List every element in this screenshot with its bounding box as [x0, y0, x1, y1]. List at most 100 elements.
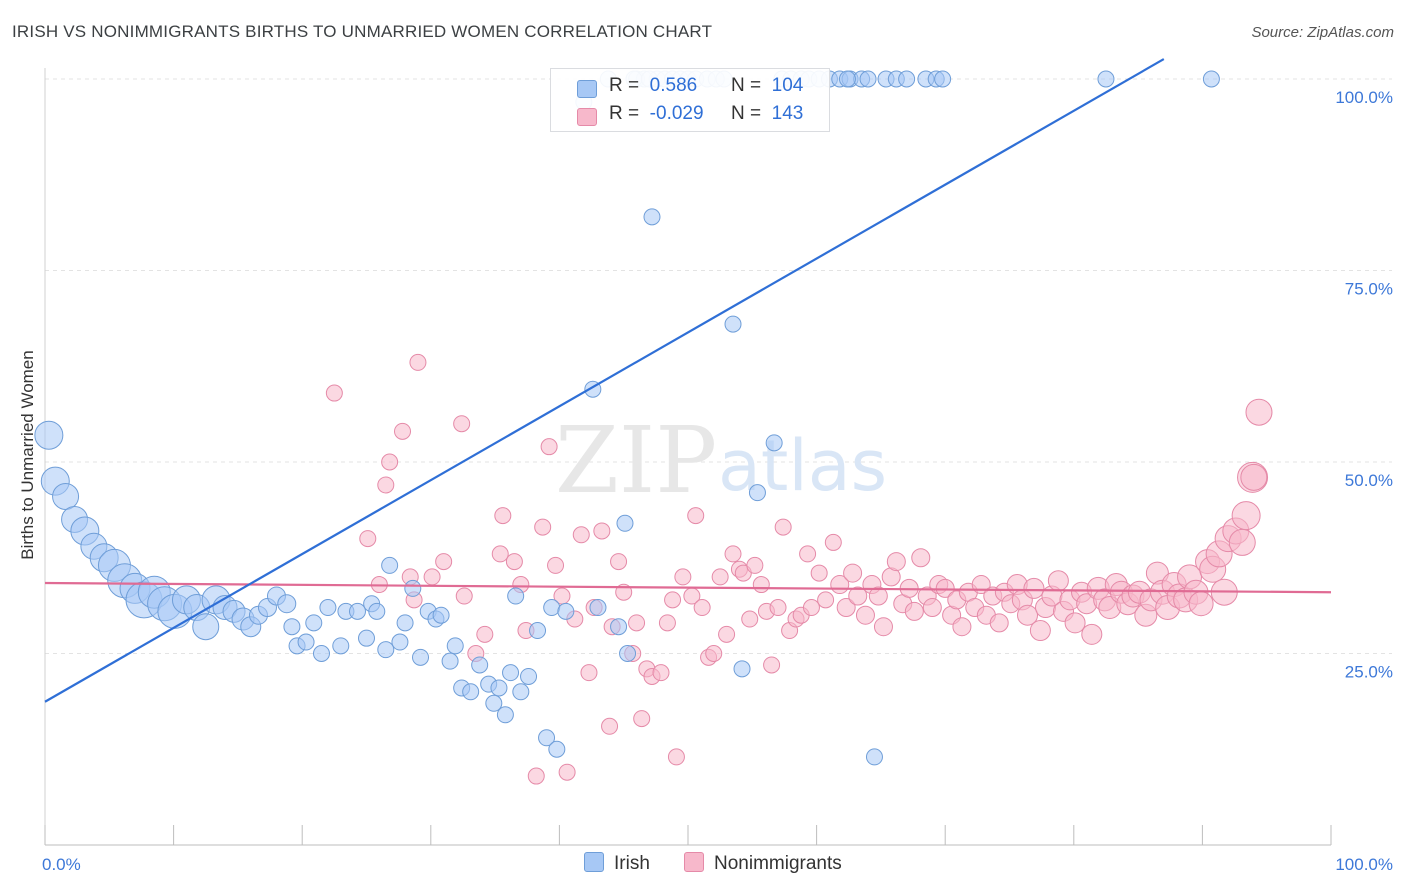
irish-point — [502, 664, 520, 682]
irish-point — [485, 694, 503, 712]
nonimmigrants-point — [718, 625, 736, 643]
irish-point — [765, 434, 783, 452]
nonimmigrants-point — [664, 591, 682, 609]
axis-layer — [44, 68, 1332, 846]
nonimmigrants-point — [628, 614, 646, 632]
nonimmigrants-point — [1228, 528, 1256, 556]
series-legend-label-irish: Irish — [614, 853, 650, 874]
nonimmigrants-points — [325, 353, 1273, 785]
nonimmigrants-point — [810, 564, 828, 582]
nonimmigrants-point — [836, 598, 856, 618]
irish-point — [490, 679, 508, 697]
trend-lines — [44, 58, 1332, 703]
nonimmigrants-point — [1081, 623, 1103, 645]
irish-point — [838, 70, 856, 88]
nonimmigrants-point — [774, 518, 792, 536]
irish-point — [462, 683, 480, 701]
nonimmigrants-point — [1240, 463, 1268, 491]
chart-title: IRISH VS NONIMMIGRANTS BIRTHS TO UNMARRI… — [12, 22, 713, 41]
y-axis-label: Births to Unmarried Women — [18, 350, 37, 559]
nonimmigrants-point — [325, 384, 343, 402]
irish-point — [368, 602, 386, 620]
nonimmigrants-point — [633, 710, 651, 728]
irish-point — [610, 618, 628, 636]
nonimmigrants-point — [491, 545, 509, 563]
nonimmigrants-point — [746, 556, 764, 574]
irish-point — [934, 70, 952, 88]
legend-irish-r-label: R = — [609, 75, 640, 96]
irish-point — [1097, 70, 1115, 88]
nonimmigrants-point — [476, 625, 494, 643]
nonimmigrants-point — [505, 553, 523, 571]
irish-point — [348, 602, 366, 620]
nonimmigrants-point — [1231, 501, 1261, 531]
nonimmigrants-point — [824, 533, 842, 551]
nonimmigrants-point — [886, 552, 906, 572]
nonimmigrants-point — [409, 353, 427, 371]
nonimmigrants-point — [922, 598, 942, 618]
irish-point — [297, 633, 315, 651]
nonimmigrants-point — [693, 599, 711, 617]
nonimmigrants-point — [534, 518, 552, 536]
irish-point — [1202, 70, 1220, 88]
irish-point — [898, 70, 916, 88]
nonimmigrants-point — [580, 664, 598, 682]
legend-swatch-nonimm — [577, 108, 597, 126]
irish-point — [548, 740, 566, 758]
irish-point — [432, 606, 450, 624]
irish-point — [192, 613, 220, 641]
irish-point — [52, 482, 80, 510]
y-tick-label: 75.0% — [1345, 280, 1393, 299]
irish-point — [412, 648, 430, 666]
nonimmigrants-point — [601, 717, 619, 735]
nonimmigrants-point — [1245, 398, 1273, 426]
nonimmigrants-point — [667, 748, 685, 766]
legend-irish-n-label: N = — [731, 75, 762, 96]
nonimmigrants-point — [855, 605, 875, 625]
nonimmigrants-point — [547, 556, 565, 574]
legend-swatch-irish — [577, 80, 597, 98]
irish-point — [512, 683, 530, 701]
irish-point — [277, 594, 297, 614]
irish-point — [507, 587, 525, 605]
irish-point — [319, 599, 337, 617]
irish-point — [859, 70, 877, 88]
chart-source: Source: ZipAtlas.com — [1251, 24, 1394, 41]
legend-nonimm-n-value: 143 — [771, 103, 804, 124]
irish-point — [396, 614, 414, 632]
nonimmigrants-point — [1029, 620, 1051, 642]
nonimmigrants-point — [381, 453, 399, 471]
nonimmigrants-point — [435, 553, 453, 571]
nonimmigrants-point — [1047, 570, 1069, 592]
nonimmigrants-point — [989, 613, 1009, 633]
series-legend: Irish Nonimmigrants — [0, 852, 1406, 878]
irish-point — [391, 633, 409, 651]
irish-point — [381, 556, 399, 574]
irish-point — [619, 645, 637, 662]
legend-nonimm-r-label: R = — [609, 103, 640, 124]
legend-nonimm-n-label: N = — [731, 103, 762, 124]
nonimmigrants-point — [752, 576, 770, 594]
nonimmigrants-point — [769, 599, 787, 617]
irish-point — [446, 637, 464, 655]
watermark-atlas: atlas — [718, 425, 887, 507]
nonimmigrants-point — [494, 507, 512, 525]
nonimmigrants-point — [1017, 604, 1039, 626]
x-tick-label-right: 100.0% — [1335, 855, 1393, 874]
nonimmigrants-point — [843, 563, 863, 583]
y-tick-label: 100.0% — [1335, 88, 1393, 107]
nonimmigrants-point — [1064, 612, 1086, 634]
nonimmigrants-point — [952, 617, 972, 637]
nonimmigrants-point — [527, 767, 545, 785]
watermark: ZIP atlas — [555, 407, 887, 514]
irish-point — [312, 645, 330, 662]
series-legend-swatch-irish — [584, 852, 604, 872]
nonimmigrants-point — [572, 526, 590, 544]
irish-point — [441, 652, 459, 670]
nonimmigrants-point — [359, 530, 377, 548]
series-legend-swatch-nonimm — [684, 852, 704, 872]
legend-irish-n-value: 104 — [771, 75, 804, 96]
nonimmigrants-point — [455, 587, 473, 605]
irish-point — [589, 599, 607, 617]
